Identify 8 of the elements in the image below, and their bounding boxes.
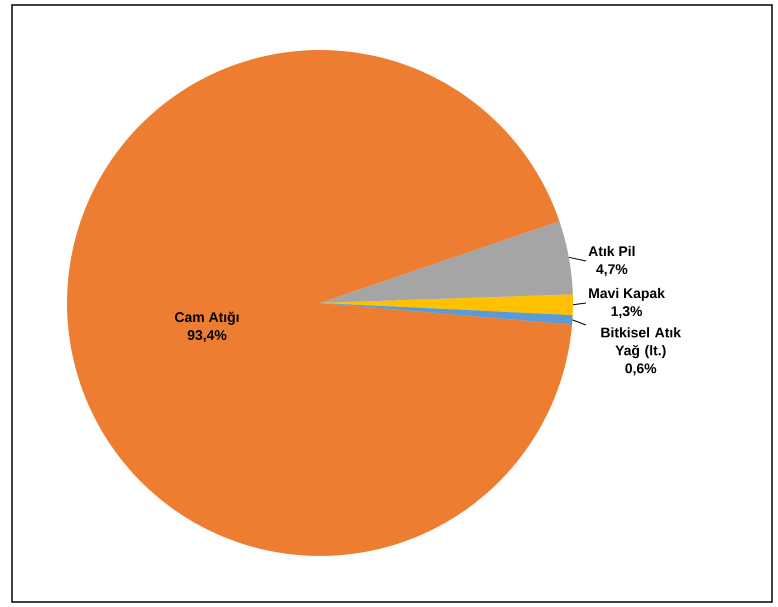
data-label: 4,7%	[596, 264, 628, 276]
data-label: 1,3%	[612, 306, 642, 318]
data-label: 93,4%	[188, 330, 226, 342]
data-label: 0,6%	[625, 363, 656, 376]
slice-label: Mavi Kapak	[589, 288, 665, 301]
slice-label: Cam Atığı	[175, 312, 239, 325]
slice-label: Bitkisel Atık Yağ (lt.)	[601, 327, 682, 358]
slice-label: Atık Pil	[588, 246, 634, 256]
